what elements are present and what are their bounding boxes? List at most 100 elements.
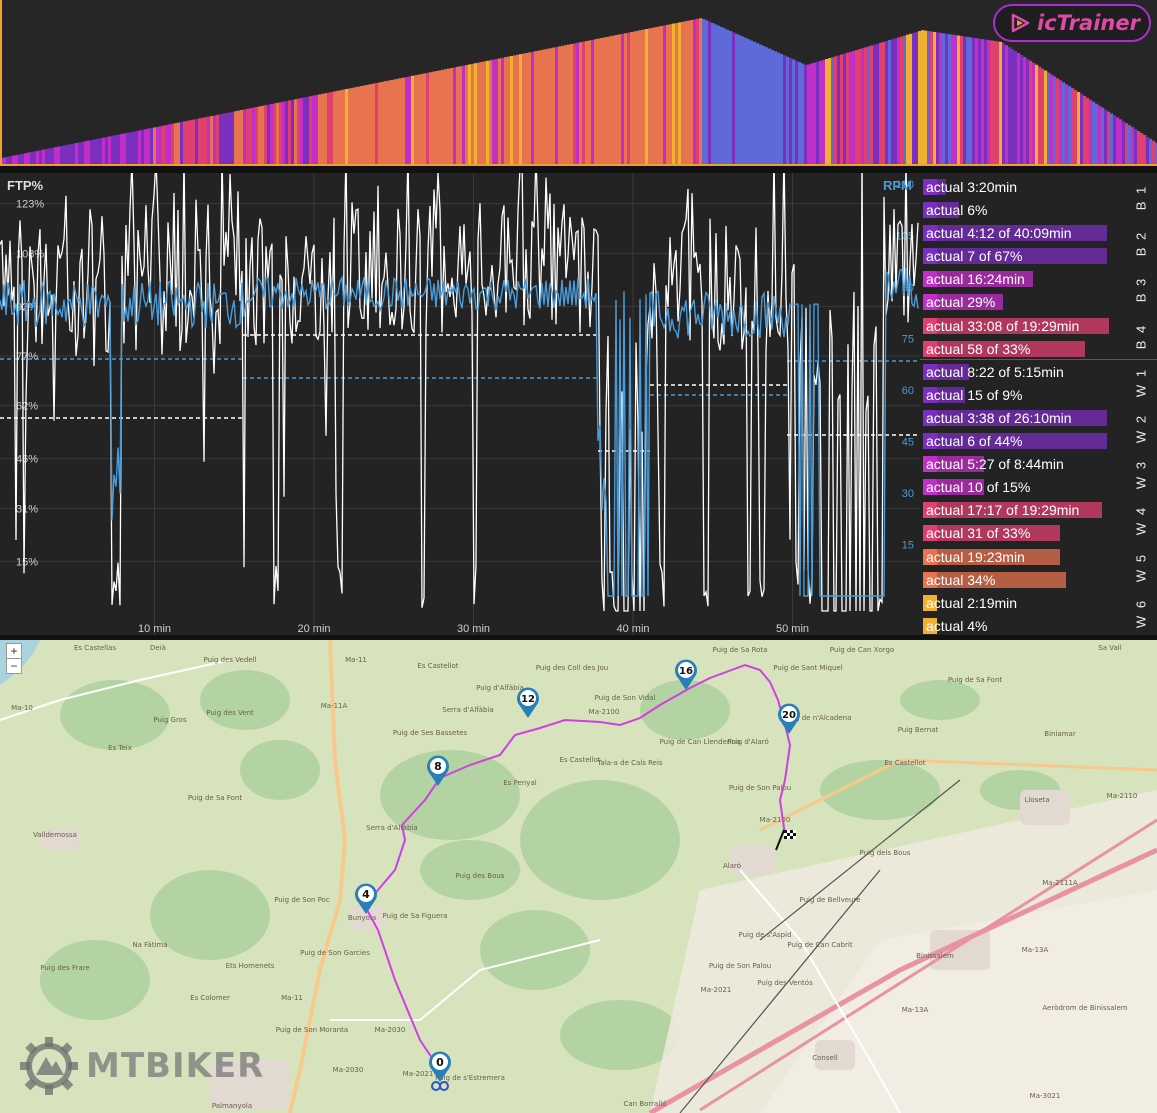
rpm-tick-label: 75: [902, 334, 914, 346]
elevation-segment: [822, 59, 826, 166]
zone-stat-text: actual 15 of 9%: [926, 386, 1023, 403]
logo-text: icTrainer: [1037, 11, 1140, 35]
zone-color-marker: [923, 479, 937, 496]
elevation-segment: [21, 153, 25, 166]
elevation-segment: [1050, 74, 1054, 166]
elevation-segment: [468, 64, 472, 166]
elevation-segment: [759, 44, 763, 166]
map-place-label: Puig des Coll des Jou: [536, 664, 608, 672]
elevation-segment: [141, 129, 145, 166]
elevation-bars: [0, 18, 1157, 167]
elevation-segment: [240, 110, 244, 166]
map-place-label: Puig des Ventós: [757, 979, 813, 987]
town-area: [730, 845, 775, 875]
ftp-tick-label: 15%: [16, 556, 38, 568]
time-tick-label: 40 min: [616, 623, 649, 635]
elevation-segment: [561, 45, 565, 166]
elevation-segment: [750, 40, 754, 166]
elevation-segment: [741, 36, 745, 167]
elevation-segment: [156, 126, 160, 166]
zone-stat-text: actual 31 of 33%: [926, 525, 1031, 542]
elevation-segment: [1122, 121, 1126, 166]
elevation-segment: [1140, 133, 1144, 166]
zone-color-marker: [923, 502, 937, 519]
elevation-segment: [990, 40, 994, 166]
elevation-segment: [27, 152, 31, 166]
zone-w2: actual 3:38 of 26:10min actual 6 of 44% W …: [920, 407, 1157, 453]
elevation-segment: [753, 41, 757, 166]
elevation-segment: [30, 152, 34, 166]
elevation-segment: [255, 107, 259, 166]
elevation-segment: [321, 93, 325, 166]
elevation-segment: [462, 65, 466, 166]
elevation-segment: [762, 45, 766, 166]
route-map[interactable]: Es Castellas Deià Puig des Vedell Ma-11 Es C…: [0, 640, 1157, 1113]
elevation-segment: [1035, 64, 1039, 166]
elevation-segment: [216, 114, 220, 166]
rpm-axis-title: RPM: [883, 178, 912, 193]
elevation-segment: [507, 56, 511, 166]
map-place-label: Ma-10: [11, 704, 33, 712]
forest-area: [200, 670, 290, 730]
zone-color-marker: [923, 294, 937, 311]
elevation-segment: [3, 157, 7, 166]
zone-stat-text: actual 16:24min: [926, 271, 1025, 288]
zone-name: B 1: [1133, 184, 1149, 211]
map-place-label: Consell: [812, 1054, 838, 1062]
road: [759, 779, 961, 941]
elevation-segment: [786, 56, 790, 167]
elevation-segment: [153, 127, 157, 166]
elevation-segment: [1110, 113, 1114, 166]
elevation-segment: [543, 49, 547, 166]
elevation-segment: [684, 21, 688, 167]
elevation-segment: [486, 60, 490, 166]
map-place-label: Ma-11: [281, 994, 303, 1002]
ictrainer-logo: icTrainer: [993, 4, 1151, 42]
elevation-segment: [327, 92, 331, 166]
map-canvas[interactable]: Es Castellas Deià Puig des Vedell Ma-11 Es C…: [0, 640, 1157, 1113]
map-place-label: Puig de Bellveure: [799, 896, 860, 904]
zone-stat-text: actual 2:19min: [926, 594, 1018, 611]
time-tick-label: 10 min: [138, 623, 171, 635]
map-place-label: Es Castellot: [559, 756, 600, 764]
zone-fill-bar: [923, 456, 984, 473]
elevation-segment: [966, 36, 970, 167]
elevation-segment: [807, 64, 811, 166]
forest-area: [820, 760, 940, 820]
forest-area: [640, 680, 730, 740]
elevation-segment: [909, 33, 913, 166]
zone-color-marker: [923, 179, 937, 195]
elevation-segment: [309, 96, 313, 166]
elevation-segment: [315, 95, 319, 166]
divider: [0, 635, 1157, 640]
elevation-segment: [1053, 76, 1057, 166]
elevation-segment: [243, 109, 247, 166]
elevation-segment: [582, 41, 586, 166]
elevation-segment: [96, 138, 100, 166]
elevation-segment: [729, 31, 733, 166]
marker-label: 16: [679, 666, 693, 677]
zoom-in-button[interactable]: +: [6, 643, 22, 659]
zone-fill-bar: [923, 525, 1060, 542]
elevation-segment: [552, 47, 556, 166]
elevation-segment: [732, 32, 736, 167]
elevation-segment: [1104, 109, 1108, 166]
time-tick-label: 30 min: [457, 623, 490, 635]
elevation-segment: [429, 72, 433, 166]
rpm-tick-label: 15: [902, 540, 914, 552]
map-place-label: Es Colomer: [190, 994, 230, 1002]
elevation-segment: [498, 58, 502, 166]
elevation-segment: [1119, 119, 1123, 166]
elevation-segment: [969, 37, 973, 166]
elevation-segment: [978, 38, 982, 167]
play-logo-icon: [1011, 13, 1030, 33]
elevation-segment: [585, 41, 589, 166]
map-place-label: Puig d'Alaró: [727, 738, 769, 746]
elevation-segment: [918, 31, 922, 166]
elevation-segment: [1143, 134, 1147, 166]
elevation-segment: [192, 119, 196, 166]
elevation-segment: [279, 102, 283, 166]
zoom-out-button[interactable]: −: [6, 658, 22, 674]
elevation-segment: [99, 138, 103, 166]
zone-divider: [920, 358, 1157, 360]
